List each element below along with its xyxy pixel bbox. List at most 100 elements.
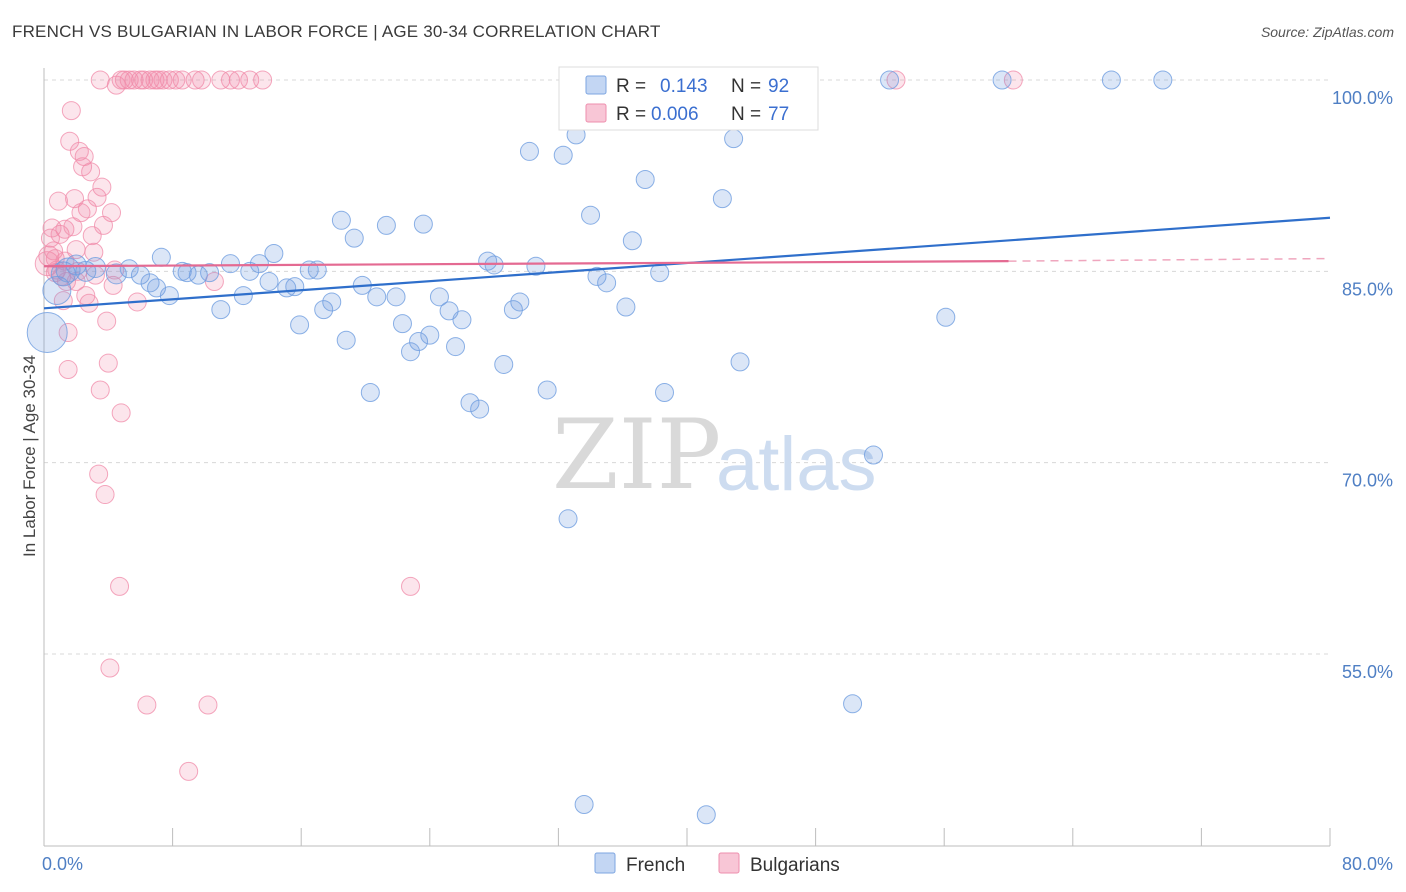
french-point xyxy=(367,287,387,307)
french-point xyxy=(635,169,655,189)
french-point xyxy=(105,263,127,285)
french-point xyxy=(880,70,900,90)
bulgarians-point xyxy=(134,70,154,90)
french-point xyxy=(26,312,68,354)
bulgarians-point xyxy=(179,761,199,781)
bulgarians-point xyxy=(220,70,240,90)
french-point xyxy=(386,287,406,307)
french-point xyxy=(322,292,342,312)
french-point xyxy=(587,266,607,286)
legend-french-r-label: R = xyxy=(616,76,646,97)
french-point xyxy=(42,275,72,305)
french-point xyxy=(392,314,412,334)
french-point xyxy=(220,254,240,274)
bulgarians-point xyxy=(137,695,157,715)
series-bulgarians-points xyxy=(34,70,1023,781)
top-legend: R = 0.143 N = 92 R = 0.006 N = 77 xyxy=(558,66,819,131)
bulgarians-point xyxy=(65,189,85,209)
french-point xyxy=(936,307,956,327)
french-point xyxy=(336,330,356,350)
y-tick-label-100: 100.0% xyxy=(1332,88,1393,108)
legend-bulgarians-n-label: N = xyxy=(731,104,761,125)
french-point xyxy=(314,300,334,320)
bulgarians-point xyxy=(100,658,120,678)
bulgarians-point xyxy=(198,695,218,715)
french-point xyxy=(510,292,530,312)
french-point xyxy=(553,145,573,165)
french-point xyxy=(460,393,480,413)
french-point xyxy=(712,189,732,209)
bulgarians-point xyxy=(40,228,60,248)
bulgarians-point xyxy=(192,70,212,90)
french-point xyxy=(376,215,396,235)
watermark-atlas: atlas xyxy=(716,422,877,507)
french-point xyxy=(259,272,279,292)
french-point xyxy=(331,210,351,230)
bulgarians-point xyxy=(98,353,118,373)
watermark-zip: ZIP xyxy=(552,399,721,511)
grid-lines xyxy=(44,79,1330,655)
french-point xyxy=(616,297,636,317)
french-point xyxy=(401,342,421,362)
french-point xyxy=(494,354,514,374)
legend-french-n-label: N = xyxy=(731,76,761,97)
french-point xyxy=(413,214,433,234)
bulgarians-point xyxy=(84,242,104,262)
y-tick-label-85: 85.0% xyxy=(1342,279,1393,299)
bulgarians-point xyxy=(48,191,68,211)
french-point xyxy=(119,259,139,279)
french-point xyxy=(452,310,472,330)
legend-swatch-french xyxy=(585,75,607,95)
bulgarians-point xyxy=(87,187,107,207)
legend-swatch-bulgarians xyxy=(585,103,607,123)
french-point xyxy=(249,254,269,274)
legend-french-r-value: 0.143 xyxy=(660,76,708,97)
source-credit: Source: ZipAtlas.com xyxy=(1260,24,1394,40)
french-point xyxy=(863,445,883,465)
french-point xyxy=(526,256,546,276)
french-point xyxy=(290,315,310,335)
legend-bulgarians-n-value: 77 xyxy=(768,104,789,125)
bulgarians-point xyxy=(95,485,115,505)
bulgarians-point xyxy=(61,101,81,121)
bulgarians-point xyxy=(1003,70,1023,90)
french-point xyxy=(581,205,601,225)
legend-french-n-value: 92 xyxy=(768,76,789,97)
french-point xyxy=(558,509,578,529)
french-point xyxy=(730,352,750,372)
bottom-legend: French Bulgarians xyxy=(594,852,840,876)
french-point xyxy=(574,795,594,815)
bulgarians-point xyxy=(229,70,249,90)
french-point xyxy=(1101,70,1121,90)
bulgarians-point xyxy=(886,70,906,90)
french-point xyxy=(200,263,220,283)
y-tick-label-70: 70.0% xyxy=(1342,471,1393,491)
french-point xyxy=(843,694,863,714)
bulgarians-point xyxy=(81,162,101,182)
french-point xyxy=(151,247,171,267)
bulgarians-trend-line xyxy=(43,260,1009,268)
bulgarians-point xyxy=(102,203,122,223)
trend-lines xyxy=(43,216,1331,310)
french-point xyxy=(992,70,1012,90)
y-tick-label-55: 55.0% xyxy=(1342,662,1393,682)
bulgarians-point xyxy=(58,360,78,380)
french-point xyxy=(159,286,179,306)
french-point xyxy=(409,331,429,351)
french-point xyxy=(446,337,466,357)
french-point xyxy=(597,273,617,293)
french-point xyxy=(50,261,76,287)
french-point xyxy=(177,263,197,283)
bulgarians-point xyxy=(166,70,186,90)
bulgarians-point xyxy=(92,177,112,197)
bulgarians-point xyxy=(55,219,75,239)
bulgarians-point xyxy=(185,70,205,90)
bulgarians-point xyxy=(401,576,421,596)
bulgarians-trend-extension xyxy=(1008,257,1331,262)
bottom-legend-swatch-french xyxy=(594,852,616,874)
x-tick-label-end: 80.0% xyxy=(1342,854,1393,874)
bulgarians-point xyxy=(119,70,139,90)
french-point xyxy=(360,383,380,403)
tick-labels: 55.0% 70.0% 85.0% 100.0% 0.0% 80.0% xyxy=(42,88,1393,874)
legend-bulgarians-r-value: 0.006 xyxy=(651,104,699,125)
